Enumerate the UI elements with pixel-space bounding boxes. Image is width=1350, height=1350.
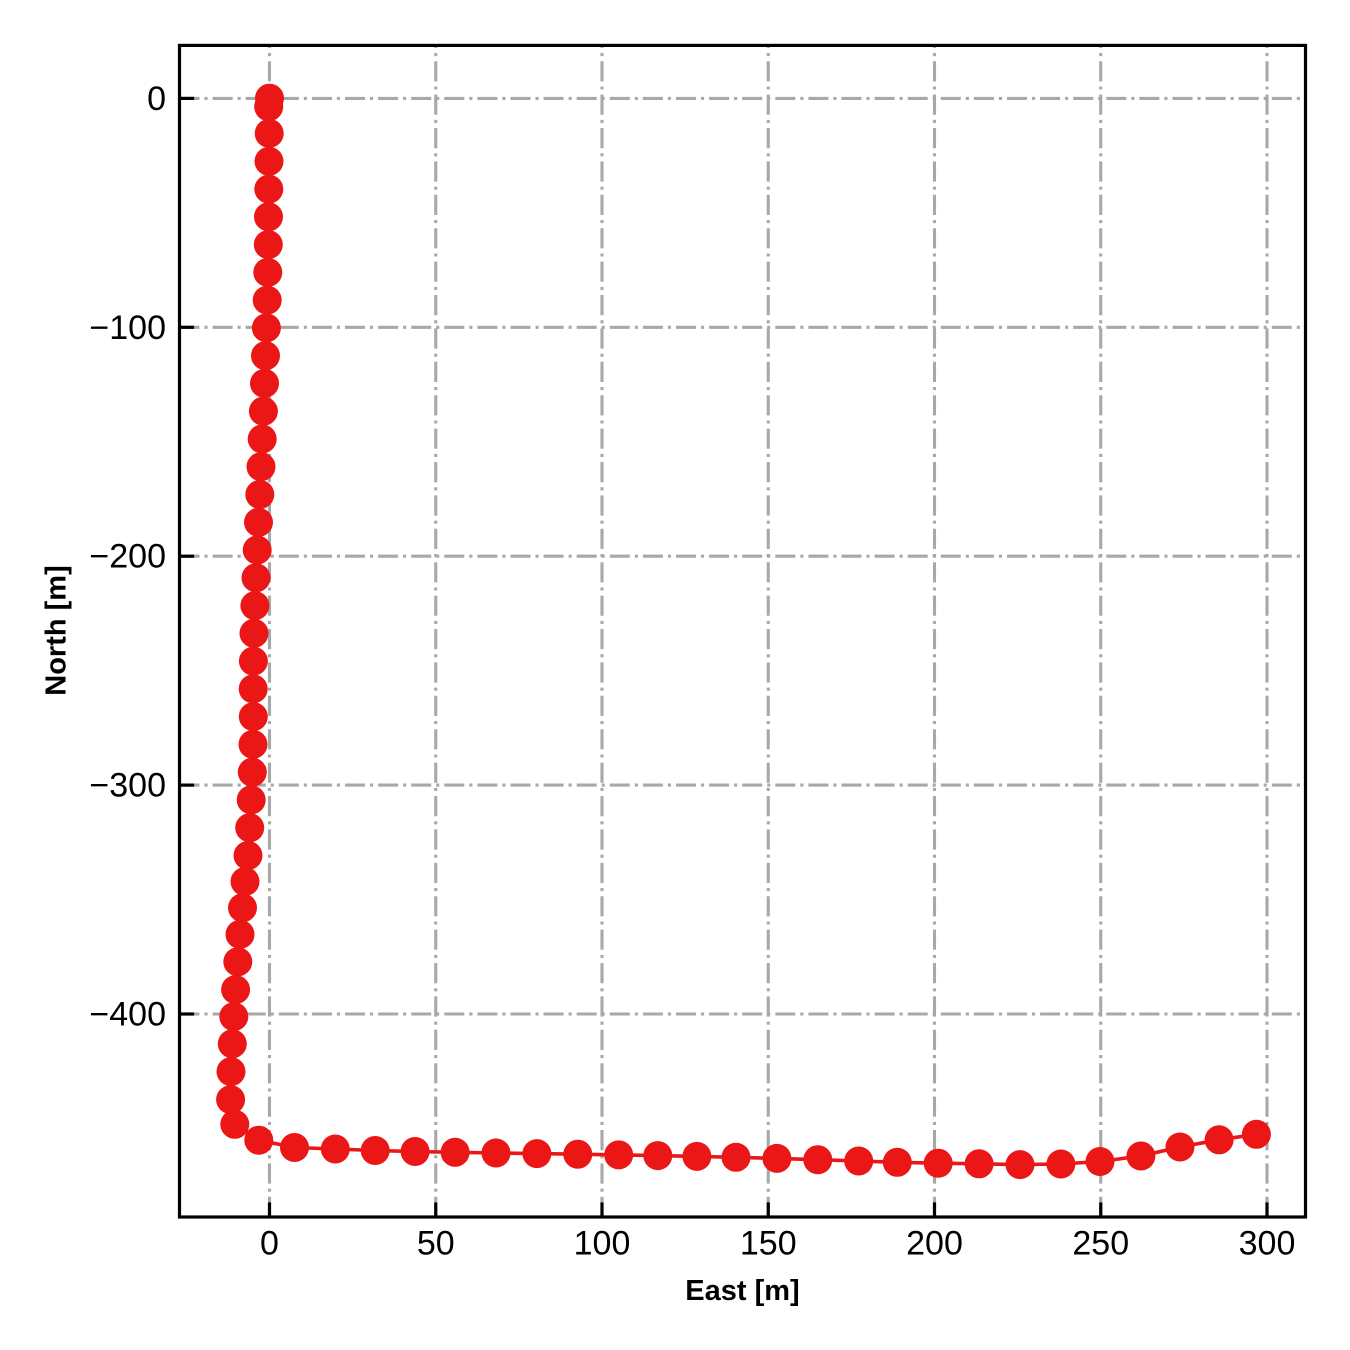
svg-text:East [m]: East [m]	[685, 1275, 799, 1307]
svg-text:0: 0	[147, 80, 166, 118]
svg-text:North [m]: North [m]	[41, 565, 73, 695]
svg-text:250: 250	[1072, 1225, 1129, 1263]
svg-text:0: 0	[260, 1225, 279, 1263]
svg-text:−400: −400	[89, 996, 166, 1034]
svg-text:100: 100	[574, 1225, 631, 1263]
svg-text:300: 300	[1239, 1225, 1296, 1263]
svg-text:−100: −100	[89, 309, 166, 347]
svg-text:50: 50	[417, 1225, 455, 1263]
svg-text:−200: −200	[89, 538, 166, 576]
svg-text:200: 200	[906, 1225, 963, 1263]
svg-text:150: 150	[740, 1225, 797, 1263]
svg-text:−300: −300	[89, 767, 166, 805]
